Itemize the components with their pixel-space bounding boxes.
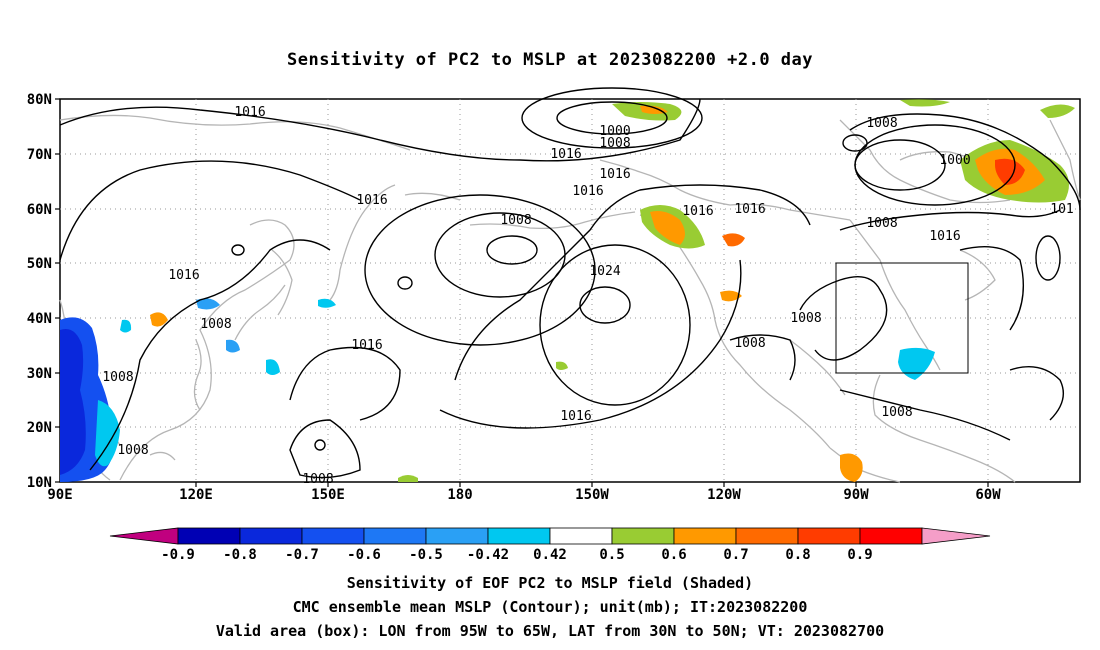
- colorbar-cell: [177, 527, 241, 545]
- map-frame: [59, 98, 1081, 483]
- lat-label: 70N: [27, 147, 52, 163]
- colorbar-label: -0.42: [467, 547, 509, 563]
- contour-label: 1008: [599, 136, 630, 151]
- contour-label: 1000: [939, 153, 970, 168]
- valid-area-box: [835, 262, 969, 374]
- colorbar-label: -0.8: [223, 547, 257, 563]
- colorbar-cell: [425, 527, 489, 545]
- colorbar-cell: [735, 527, 799, 545]
- colorbar-cell: [797, 527, 861, 545]
- contour-label: 1016: [550, 147, 581, 162]
- colorbar-label: 0.7: [723, 547, 748, 563]
- latitude-ticks: [55, 98, 60, 483]
- contour-label: 1016: [560, 409, 591, 424]
- lon-label: 90W: [843, 487, 869, 503]
- colorbar-label: 0.5: [599, 547, 624, 563]
- colorbar-cell: [859, 527, 923, 545]
- colorbar-cell: [239, 527, 303, 545]
- footer-line-2: CMC ensemble mean MSLP (Contour); unit(m…: [292, 598, 808, 616]
- lat-label: 30N: [27, 366, 52, 382]
- contour-label: 1008: [500, 213, 531, 228]
- contour-label: 1016: [682, 204, 713, 219]
- contour-label: 1008: [881, 405, 912, 420]
- colorbar-label: -0.7: [285, 547, 319, 563]
- contour-label: 1000: [599, 124, 630, 139]
- contour-label: 1008: [790, 311, 821, 326]
- longitude-ticks: [195, 482, 989, 487]
- contour-label: 1008: [302, 472, 333, 487]
- colorbar-cell: [549, 527, 613, 545]
- colorbar-cell: [673, 527, 737, 545]
- colorbar-cell: [487, 527, 551, 545]
- contour-label: 1024: [589, 264, 620, 279]
- lon-label: 150W: [575, 487, 609, 503]
- contour-label: 1016: [356, 193, 387, 208]
- lat-label: 40N: [27, 311, 52, 327]
- contour-label: 1016: [168, 268, 199, 283]
- footer-line-3: Valid area (box): LON from 95W to 65W, L…: [215, 622, 885, 640]
- colorbar-label: 0.9: [847, 547, 872, 563]
- lat-label: 50N: [27, 256, 52, 272]
- contour-label: 1008: [866, 116, 897, 131]
- colorbar-cell: [611, 527, 675, 545]
- colorbar-cell: [921, 527, 991, 545]
- colorbar-label: -0.6: [347, 547, 381, 563]
- footer-line-1: Sensitivity of EOF PC2 to MSLP field (Sh…: [346, 574, 754, 592]
- contour-label: 1016: [734, 202, 765, 217]
- map-title: Sensitivity of PC2 to MSLP at 2023082200…: [286, 50, 813, 70]
- colorbar-label: 0.8: [785, 547, 810, 563]
- colorbar-cell: [301, 527, 365, 545]
- colorbar-label: 0.6: [661, 547, 686, 563]
- contour-label: 1008: [734, 336, 765, 351]
- colorbar-cell: [109, 527, 179, 545]
- lat-label: 60N: [27, 202, 52, 218]
- contour-labels: 1016 1000 1008 1016 1016 1016 1016 1008 …: [102, 105, 1073, 487]
- latitude-labels: 80N 70N 60N 50N 40N 30N 20N 10N: [27, 92, 52, 491]
- contour-label: 1008: [200, 317, 231, 332]
- colorbar: -0.9 -0.8 -0.7 -0.6 -0.5 -0.42 0.42 0.5 0.6 0.7 0.…: [109, 527, 991, 563]
- contour-label: 1016: [234, 105, 265, 120]
- contour-label: 1016: [599, 167, 630, 182]
- lon-label: 60W: [975, 487, 1001, 503]
- contour-label: 1016: [351, 338, 382, 353]
- colorbar-label: 0.42: [533, 547, 567, 563]
- lon-label: 150E: [311, 487, 345, 503]
- contour-label: 1008: [102, 370, 133, 385]
- lon-label: 120E: [179, 487, 213, 503]
- lat-label: 80N: [27, 92, 52, 108]
- longitude-labels: 90E 120E 150E 180 150W 120W 90W 60W: [47, 487, 1001, 503]
- contour-label: 1008: [117, 443, 148, 458]
- lon-label: 120W: [707, 487, 741, 503]
- lat-label: 20N: [27, 420, 52, 436]
- mslp-contours: [59, 87, 1081, 479]
- contour-label: 1008: [866, 216, 897, 231]
- colorbar-label: -0.9: [161, 547, 195, 563]
- lat-label: 10N: [27, 475, 52, 491]
- lon-label: 90E: [47, 487, 72, 503]
- colorbar-cell: [363, 527, 427, 545]
- contour-label: 101: [1050, 202, 1073, 217]
- contour-label: 1016: [572, 184, 603, 199]
- lon-label: 180: [447, 487, 472, 503]
- colorbar-label: -0.5: [409, 547, 443, 563]
- contour-label: 1016: [929, 229, 960, 244]
